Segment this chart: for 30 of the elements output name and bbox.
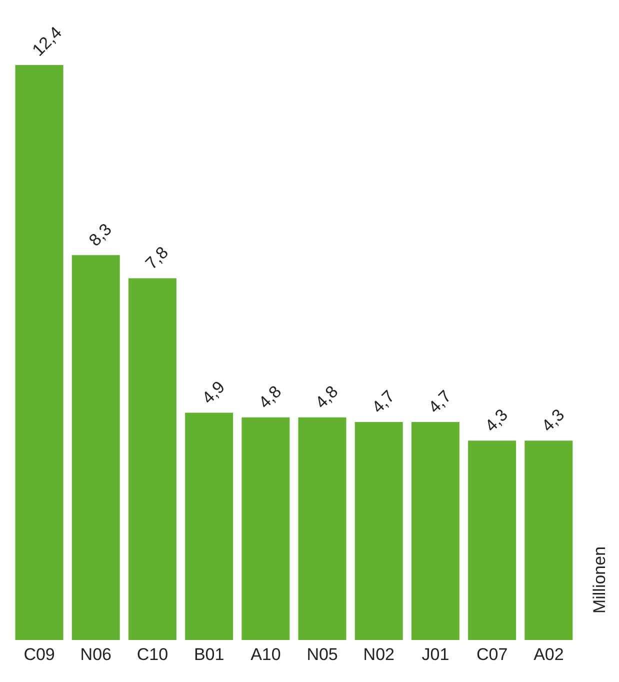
bar (15, 65, 64, 640)
x-tick-label: C07 (476, 645, 508, 664)
bar (185, 412, 234, 640)
x-tick-label: J01 (422, 645, 450, 664)
x-tick-label: N05 (306, 645, 338, 664)
bar (354, 422, 403, 640)
data-label: 4,7 (424, 386, 455, 417)
x-tick-label: N02 (363, 645, 394, 664)
x-tick-label: N06 (80, 645, 112, 664)
data-label: 4,3 (481, 405, 512, 436)
data-label: 4,8 (312, 382, 342, 412)
x-tick-label: C09 (24, 645, 55, 664)
bar (128, 278, 176, 640)
data-label: 4,9 (198, 377, 229, 408)
x-tick-label: A10 (250, 645, 281, 664)
data-label: 4,7 (368, 386, 398, 417)
data-label: 4,3 (538, 405, 568, 436)
bar (72, 255, 120, 640)
data-label: 7,8 (142, 242, 172, 274)
x-tick-label: C10 (136, 645, 168, 664)
bar (242, 417, 290, 640)
bar (468, 440, 516, 640)
y-axis-title: Millionen (590, 546, 609, 614)
x-tick-label: A02 (534, 645, 564, 664)
x-tick-label: B01 (194, 645, 224, 664)
bar (524, 440, 573, 640)
data-label: 8,3 (85, 220, 116, 250)
bar (411, 422, 460, 640)
bar (298, 417, 346, 640)
data-label: 4,8 (255, 382, 286, 412)
